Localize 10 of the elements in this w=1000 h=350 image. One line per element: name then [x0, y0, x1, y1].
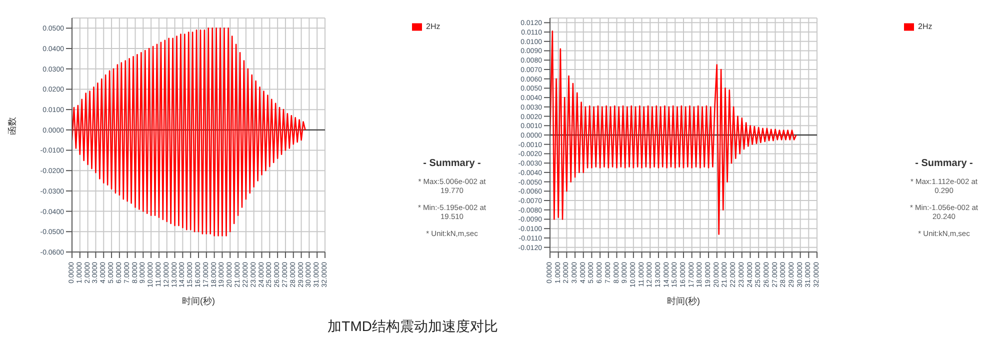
legend-label: 2Hz — [426, 22, 440, 32]
text: 加TMD结构震动加速度对比 — [326, 318, 498, 336]
x-axis-title: 时间(秒) — [667, 296, 700, 306]
text: - Summary - — [422, 158, 482, 169]
line-series — [72, 28, 306, 236]
line-series — [550, 30, 797, 235]
y-axis-title: 函数 — [7, 117, 18, 135]
legend-label: 2Hz — [918, 22, 932, 32]
text: - Summary - — [914, 158, 974, 169]
x-axis-title: 时间(秒) — [182, 296, 215, 306]
